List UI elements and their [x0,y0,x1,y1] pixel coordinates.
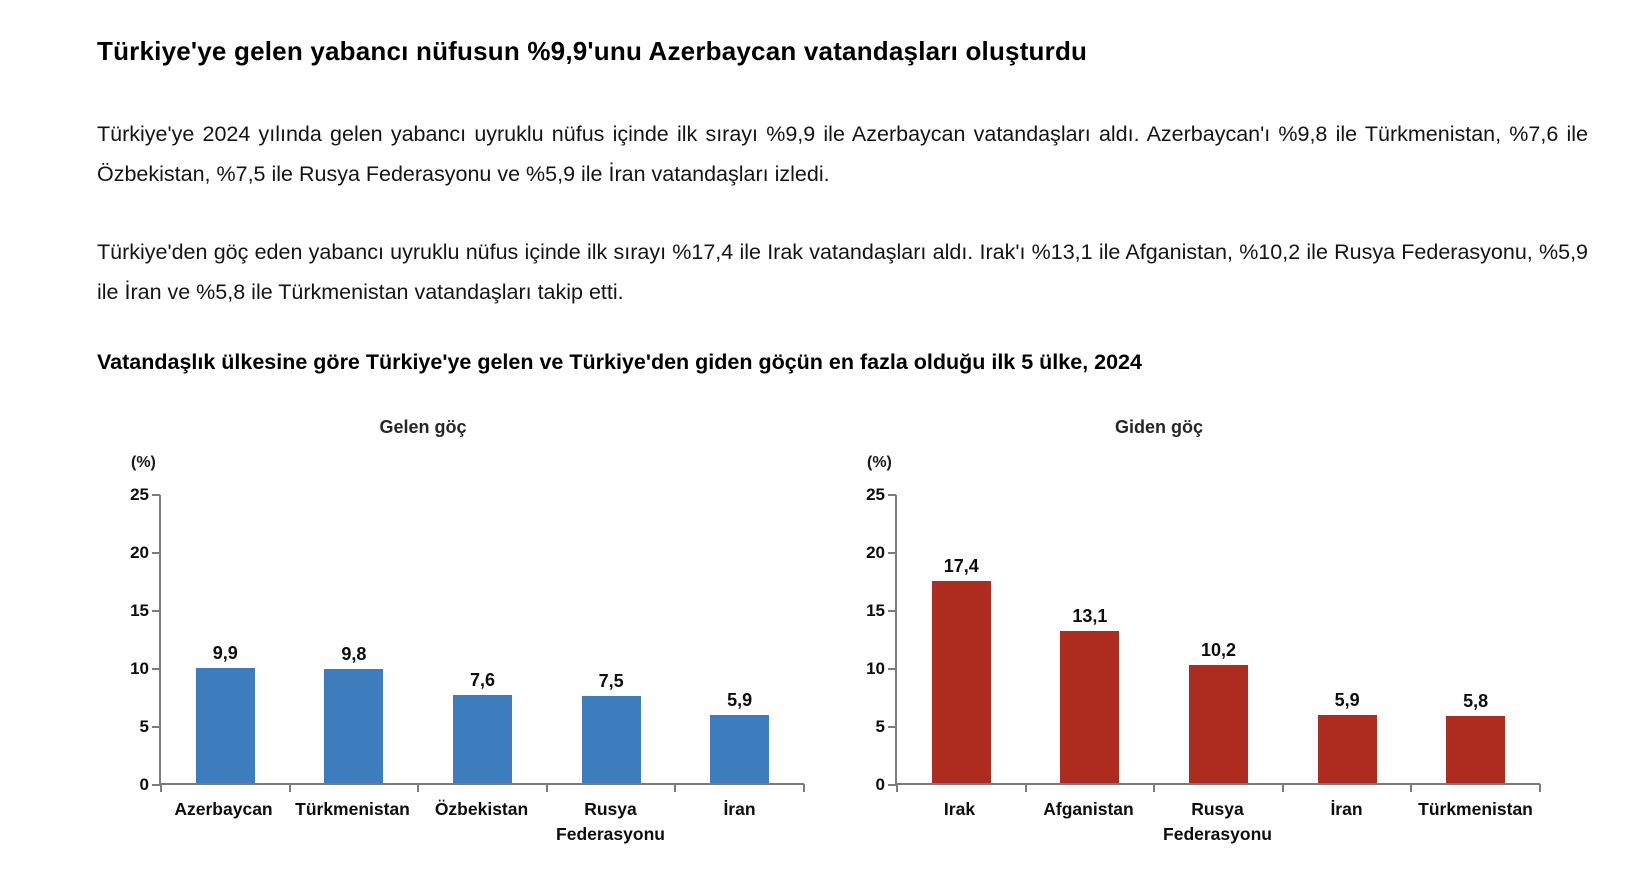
bulletin-page: Türkiye'ye gelen yabancı nüfusun %9,9'un… [97,36,1588,847]
bar-slot: 17,4 [897,495,1026,783]
y-tick-mark [888,726,896,728]
x-category-label: İran [723,799,756,819]
paragraph-outgoing-migration: Türkiye'den göç eden yabancı uyruklu nüf… [97,240,1588,304]
y-tick-mark [888,784,896,786]
bar-slot: 5,9 [1283,495,1412,783]
x-axis-labels: Azerbaycan Türkmenistan Özbekistan Rusya Fe… [159,797,804,847]
plot-wrap: 0 5 10 15 20 25 17,4 13,1 10,2 5,9 5,8 Irak Afganis… [866,485,1541,847]
y-tick-mark [152,552,160,554]
x-tick-mark [160,784,162,792]
plot-area: 0 5 10 15 20 25 17,4 13,1 10,2 5,9 5,8 [866,485,1541,794]
paragraph-incoming-migration: Türkiye'ye 2024 yılında gelen yabancı uy… [97,122,1588,186]
x-tick-mark [288,784,291,792]
charts-row: Gelen göç (%) 0 5 10 15 20 25 9,9 9,8 7,6 7,5 5,9 … [97,417,1588,847]
bar [581,696,641,783]
x-category-label: Özbekistan [434,799,529,819]
bar-value-label: 9,8 [341,644,367,665]
x-axis-labels: Irak Afganistan Rusya Federasyonu İran Türkm… [895,797,1540,847]
x-category-label: Rusya Federasyonu [1163,799,1272,844]
y-axis-unit-label: (%) [867,454,892,471]
bar [1060,631,1120,783]
x-category-label: Rusya Federasyonu [556,799,665,844]
y-tick-label: 15 [866,601,885,620]
bar-value-label: 7,6 [469,669,495,690]
bar-value-label: 10,2 [1200,639,1236,660]
y-tick-mark [152,726,160,728]
bar-value-label: 7,5 [598,671,624,691]
bar-slot: 9,8 [290,495,419,783]
x-category-label: Türkmenistan [295,799,410,819]
y-tick-mark [152,610,160,612]
x-tick-mark [1153,784,1156,792]
x-tick-mark [1024,784,1027,792]
bar-value-label: 9,9 [212,643,238,664]
y-tick-mark [888,494,896,496]
y-tick-label: 15 [130,601,149,620]
chart-title: Giden göç [1114,417,1203,437]
x-tick-mark [1281,784,1284,792]
x-tick-mark [896,784,898,792]
y-tick-mark [888,668,896,670]
bar [1317,714,1377,783]
x-tick-mark [545,784,548,792]
chart-outgoing-migration: Giden göç (%) 0 5 10 15 20 25 17,4 13,1 10,2 5,9 5… [833,417,1545,847]
y-axis-unit-label: (%) [131,454,156,471]
page-title: Türkiye'ye gelen yabancı nüfusun %9,9'un… [97,36,1088,66]
x-category-label: Afganistan [1043,799,1134,819]
plot-wrap: 0 5 10 15 20 25 9,9 9,8 7,6 7,5 5,9 Azerbaycan Türk… [130,485,805,847]
y-tick-mark [152,668,160,670]
bar-slot: 9,9 [161,495,290,783]
x-category-label: İran [1330,799,1363,819]
bar [1446,715,1506,783]
plot-area: 0 5 10 15 20 25 9,9 9,8 7,6 7,5 5,9 [130,485,805,794]
x-tick-mark [1410,784,1413,792]
x-category-label: Türkmenistan [1418,799,1533,819]
x-tick-mark [417,784,420,792]
y-tick-label: 20 [130,543,149,562]
x-tick-mark [803,784,805,792]
bar-slot: 7,5 [547,495,676,783]
bar-value-label: 13,1 [1072,606,1108,627]
y-tick-label: 5 [875,717,885,736]
x-category-label: Irak [943,799,976,819]
bar [452,694,513,783]
y-tick-label: 10 [130,659,149,678]
bar-slot: 13,1 [1026,495,1155,783]
y-tick-label: 25 [866,485,885,504]
bar-value-label: 17,4 [943,556,979,577]
bar-slot: 10,2 [1154,495,1283,783]
bar-slot: 5,8 [1411,495,1540,783]
y-tick-label: 0 [875,775,885,794]
bar [710,714,770,783]
y-tick-mark [888,610,896,612]
y-tick-mark [152,784,160,786]
y-tick-label: 10 [866,659,885,678]
y-tick-label: 20 [866,543,885,562]
bar [195,668,255,783]
y-tick-mark [888,552,896,554]
bar-slot: 7,6 [418,495,547,783]
bar-value-label: 5,9 [727,689,753,710]
y-tick-label: 5 [139,717,149,736]
bar [931,581,991,783]
y-tick-mark [152,494,160,496]
bar-value-label: 5,8 [1463,690,1489,711]
y-tick-label: 0 [139,775,149,794]
chart-title: Gelen göç [379,417,467,437]
chart-section-title: Vatandaşlık ülkesine göre Türkiye'ye gel… [97,350,1142,374]
bar-value-label: 5,9 [1334,689,1360,710]
chart-incoming-migration: Gelen göç (%) 0 5 10 15 20 25 9,9 9,8 7,6 7,5 5,9 … [97,417,809,847]
bar [1188,664,1249,783]
y-tick-label: 25 [130,485,149,504]
x-category-label: Azerbaycan [174,799,273,819]
x-tick-mark [674,784,677,792]
bar [324,669,384,783]
bar-slot: 5,9 [675,495,804,783]
x-tick-mark [1539,784,1541,792]
